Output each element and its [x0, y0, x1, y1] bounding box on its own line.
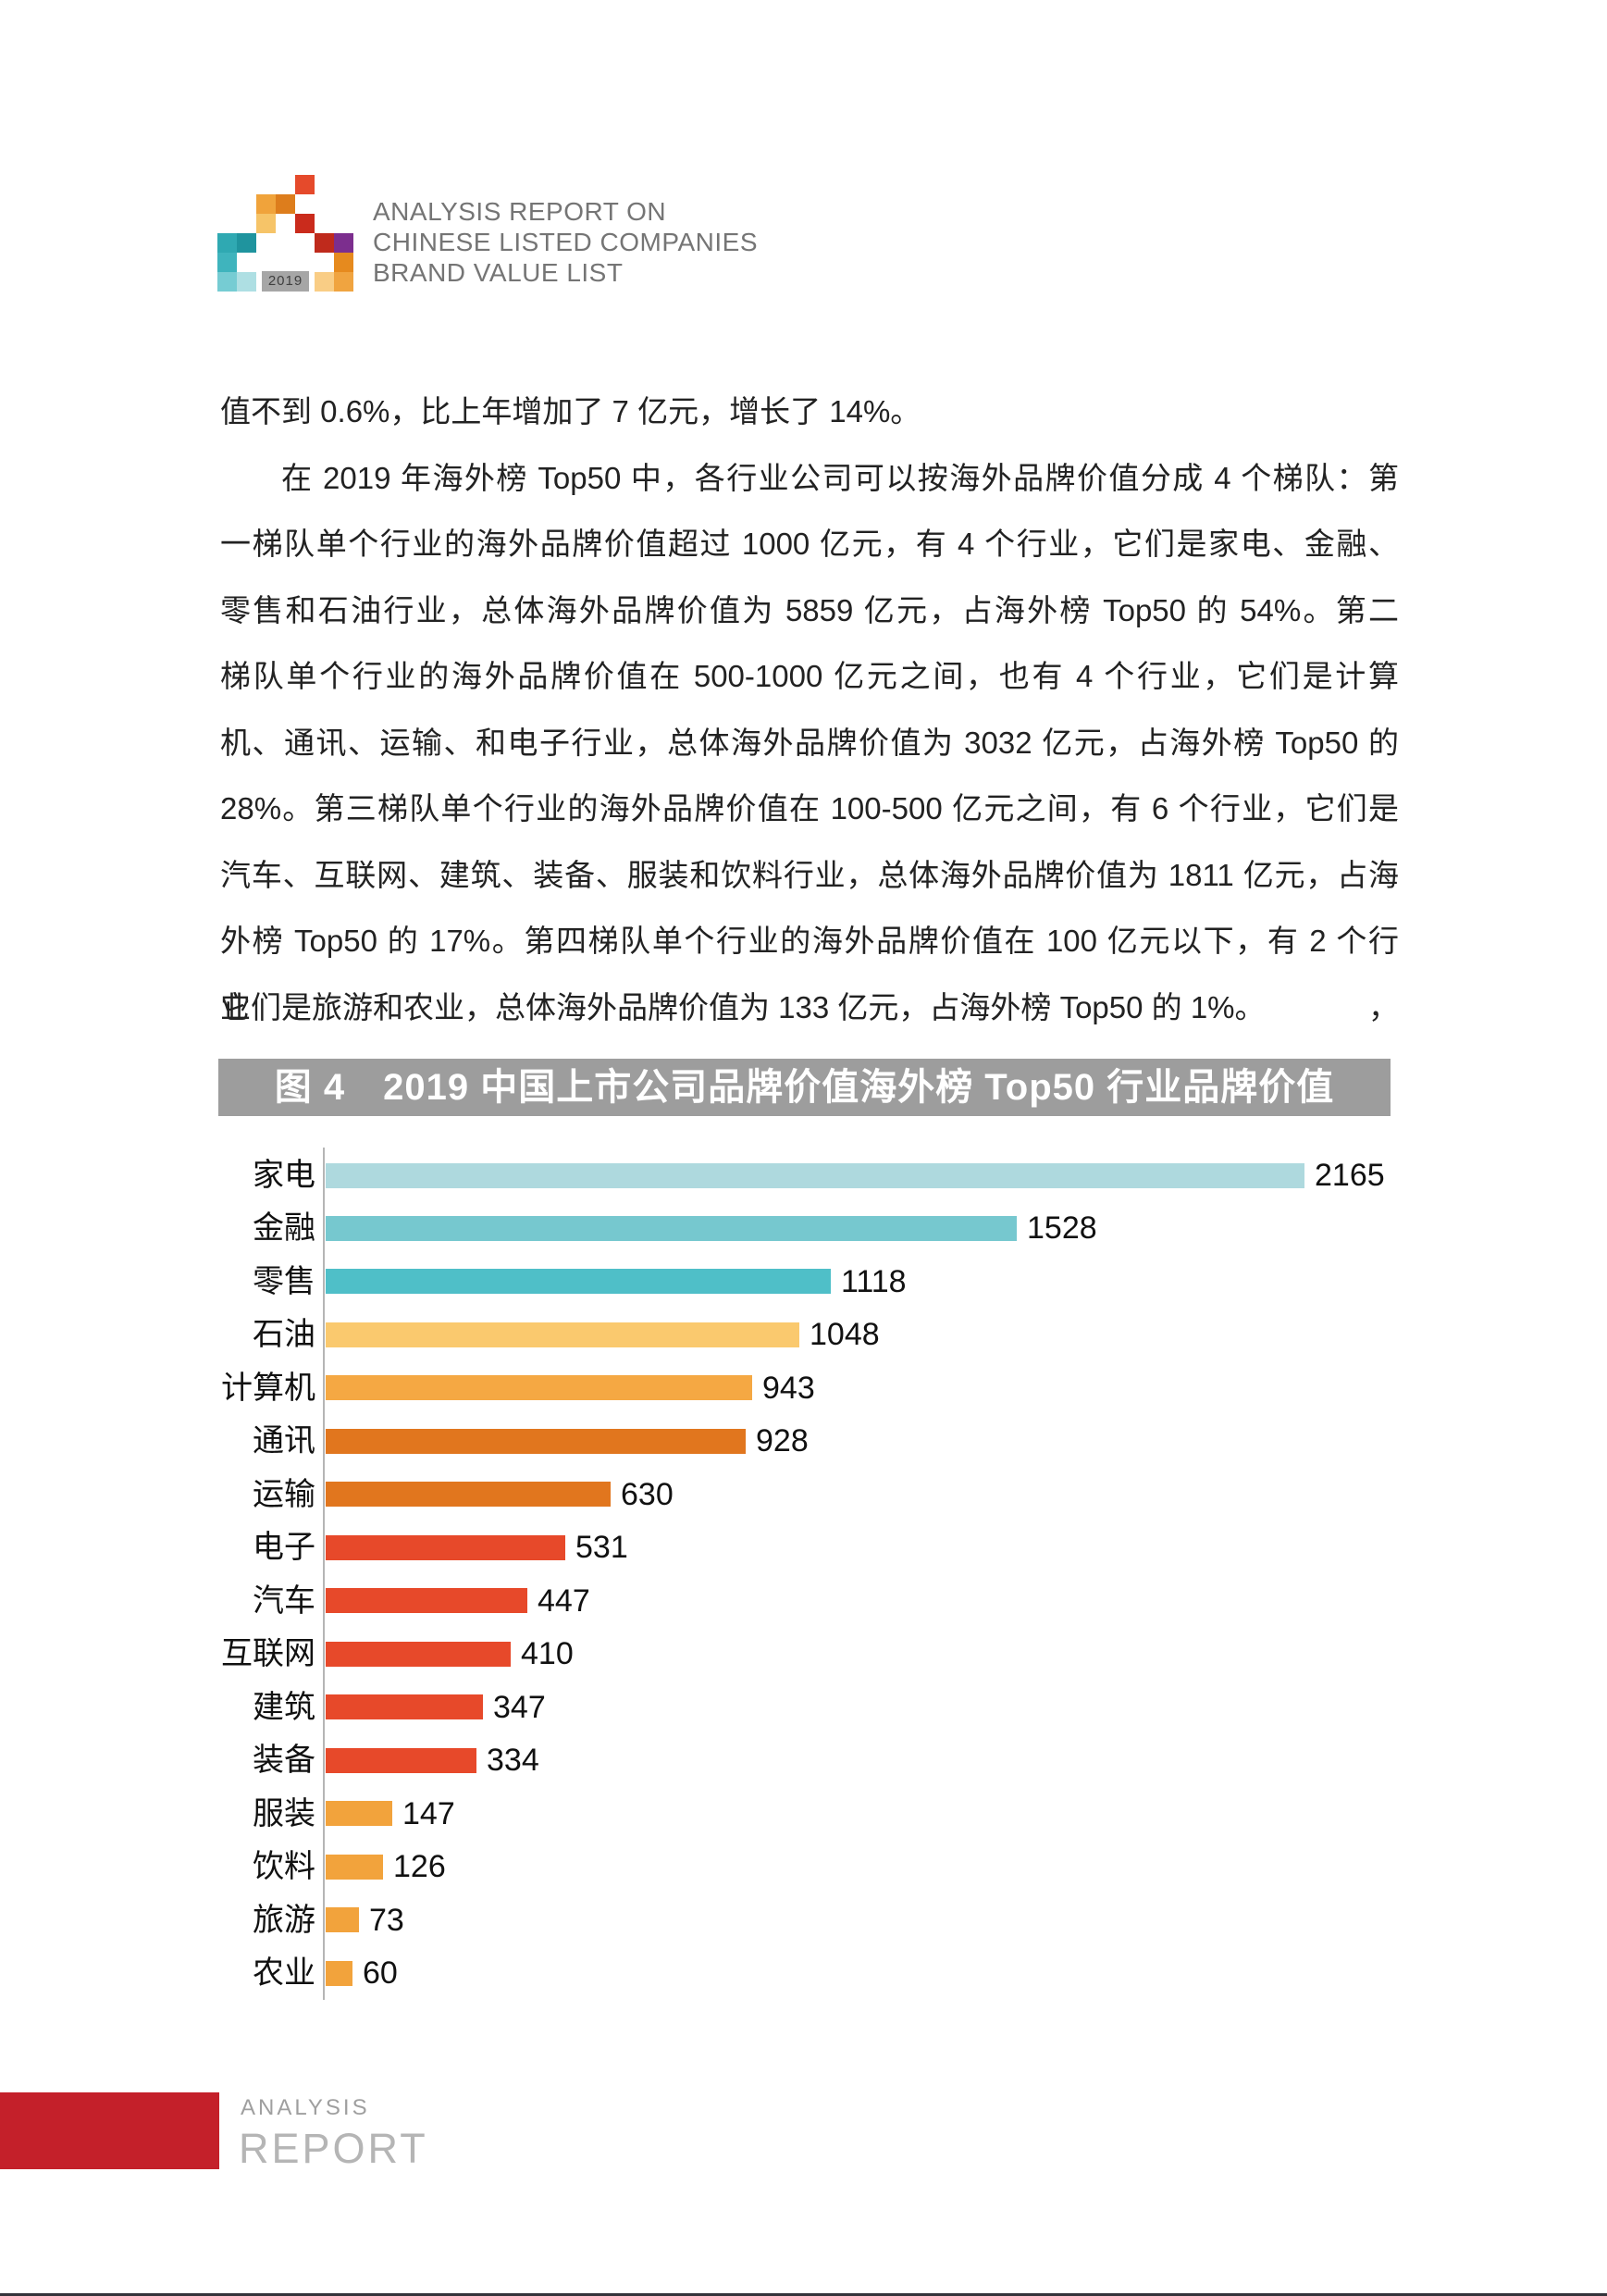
- bar-value-label: 334: [487, 1743, 539, 1779]
- body-paragraphs: 值不到 0.6%，比上年增加了 7 亿元，增长了 14%。在 2019 年海外榜…: [220, 379, 1399, 1040]
- bar-value-label: 447: [538, 1582, 590, 1619]
- bar: [326, 1854, 383, 1880]
- bar: [326, 1534, 565, 1560]
- logo-square: [315, 272, 334, 292]
- bar-category-label: 旅游: [253, 1902, 315, 1938]
- bar-category-label: 金融: [253, 1210, 315, 1247]
- bar-value-label: 531: [575, 1530, 628, 1566]
- bar: [326, 1694, 483, 1720]
- logo-square: [237, 272, 256, 292]
- bar: [326, 1907, 359, 1933]
- bar-category-label: 服装: [253, 1795, 315, 1831]
- bar-category-label: 农业: [253, 1955, 315, 1992]
- footer-accent-block: [0, 2092, 219, 2169]
- bar-category-label: 零售: [253, 1263, 315, 1299]
- bar-value-label: 147: [402, 1795, 455, 1831]
- bar-category-label: 通讯: [253, 1423, 315, 1459]
- bar: [326, 1428, 746, 1454]
- bar-value-label: 410: [521, 1636, 574, 1672]
- footer-analysis-label: ANALYSIS: [241, 2095, 370, 2120]
- bar-category-label: 装备: [253, 1743, 315, 1779]
- bar-value-label: 1118: [841, 1263, 907, 1299]
- body-text-line: 它们是旅游和农业，总体海外品牌价值为 133 亿元，占海外榜 Top50 的 1…: [220, 989, 1266, 1024]
- body-text-line: 28%。第三梯队单个行业的海外品牌价值在 100-500 亿元之间，有 6 个行…: [220, 791, 1399, 825]
- bar-category-label: 饮料: [253, 1849, 315, 1885]
- page-bottom-edge: [0, 2293, 1607, 2296]
- logo-square: [334, 272, 353, 292]
- logo-square: [256, 214, 276, 233]
- bar-value-label: 928: [756, 1423, 809, 1459]
- logo-square: [315, 233, 334, 253]
- logo-square: [295, 214, 315, 233]
- logo-square: [256, 194, 276, 214]
- bar: [326, 1641, 511, 1667]
- bar-category-label: 运输: [253, 1476, 315, 1512]
- bar: [326, 1960, 352, 1986]
- body-text-line: 在 2019 年海外榜 Top50 中，各行业公司可以按海外品牌价值分成 4 个…: [281, 460, 1399, 495]
- logo-square: [217, 272, 237, 292]
- logo-square: [295, 175, 315, 194]
- body-text-line: 机、通讯、运输、和电子行业，总体海外品牌价值为 3032 亿元，占海外榜 Top…: [220, 725, 1399, 760]
- brand-logo: 2019: [217, 175, 354, 292]
- bar-value-label: 943: [762, 1370, 815, 1406]
- body-text-line: 梯队单个行业的海外品牌价值在 500-1000 亿元之间，也有 4 个行业，它们…: [220, 659, 1399, 693]
- logo-wordmark-line1: ANALYSIS REPORT ON: [373, 197, 667, 226]
- body-text-line: 零售和石油行业，总体海外品牌价值为 5859 亿元，占海外榜 Top50 的 5…: [220, 592, 1399, 627]
- bar: [326, 1269, 831, 1295]
- logo-square: [217, 253, 237, 272]
- bar-category-label: 石油: [253, 1317, 315, 1353]
- bar-category-label: 建筑: [253, 1689, 315, 1725]
- bar-category-label: 互联网: [221, 1636, 315, 1672]
- footer-report-label: REPORT: [239, 2125, 428, 2172]
- figure-title-text: 图 4 2019 中国上市公司品牌价值海外榜 Top50 行业品牌价值: [274, 1067, 1335, 1108]
- logo-year-badge: 2019: [262, 271, 309, 292]
- body-text-line: 值不到 0.6%，比上年增加了 7 亿元，增长了 14%。: [220, 394, 921, 428]
- y-axis-line: [323, 1148, 325, 2000]
- bar-value-label: 2165: [1315, 1158, 1385, 1193]
- bar: [326, 1215, 1017, 1241]
- bar-category-label: 计算机: [221, 1370, 315, 1406]
- body-text-line: 汽车、互联网、建筑、装备、服装和饮料行业，总体海外品牌价值为 1811 亿元，占…: [220, 857, 1399, 892]
- bar: [326, 1482, 611, 1508]
- logo-square: [334, 253, 353, 272]
- body-text-line: 一梯队单个行业的海外品牌价值超过 1000 亿元，有 4 个行业，它们是家电、金…: [220, 527, 1399, 561]
- bar: [326, 1588, 527, 1614]
- bar: [326, 1322, 799, 1347]
- logo-wordmark-line2: CHINESE LISTED COMPANIES: [373, 228, 759, 256]
- figure-title-bar: 图 4 2019 中国上市公司品牌价值海外榜 Top50 行业品牌价值: [218, 1059, 1391, 1116]
- bar-category-label: 家电: [253, 1158, 315, 1193]
- logo-wordmark: ANALYSIS REPORT ON CHINESE LISTED COMPAN…: [373, 196, 758, 288]
- bar-value-label: 60: [363, 1955, 398, 1992]
- bar: [326, 1162, 1304, 1188]
- bar-category-label: 汽车: [253, 1582, 315, 1619]
- bar-value-label: 126: [393, 1849, 446, 1885]
- body-text-line: 外榜 Top50 的 17%。第四梯队单个行业的海外品牌价值在 100 亿元以下…: [220, 924, 1399, 1024]
- bar: [326, 1801, 392, 1827]
- bar-value-label: 73: [369, 1902, 404, 1938]
- bar-value-label: 347: [493, 1689, 546, 1725]
- bar-value-label: 1048: [810, 1317, 880, 1353]
- bar: [326, 1747, 476, 1773]
- bar-value-label: 1528: [1027, 1210, 1097, 1247]
- logo-square: [276, 194, 295, 214]
- logo-square: [237, 233, 256, 253]
- bar-value-label: 630: [621, 1476, 674, 1512]
- logo-square: [334, 233, 353, 253]
- bar: [326, 1375, 752, 1401]
- logo-square: [217, 233, 237, 253]
- logo-wordmark-line3: BRAND VALUE LIST: [373, 258, 624, 287]
- bar-category-label: 电子: [253, 1530, 315, 1566]
